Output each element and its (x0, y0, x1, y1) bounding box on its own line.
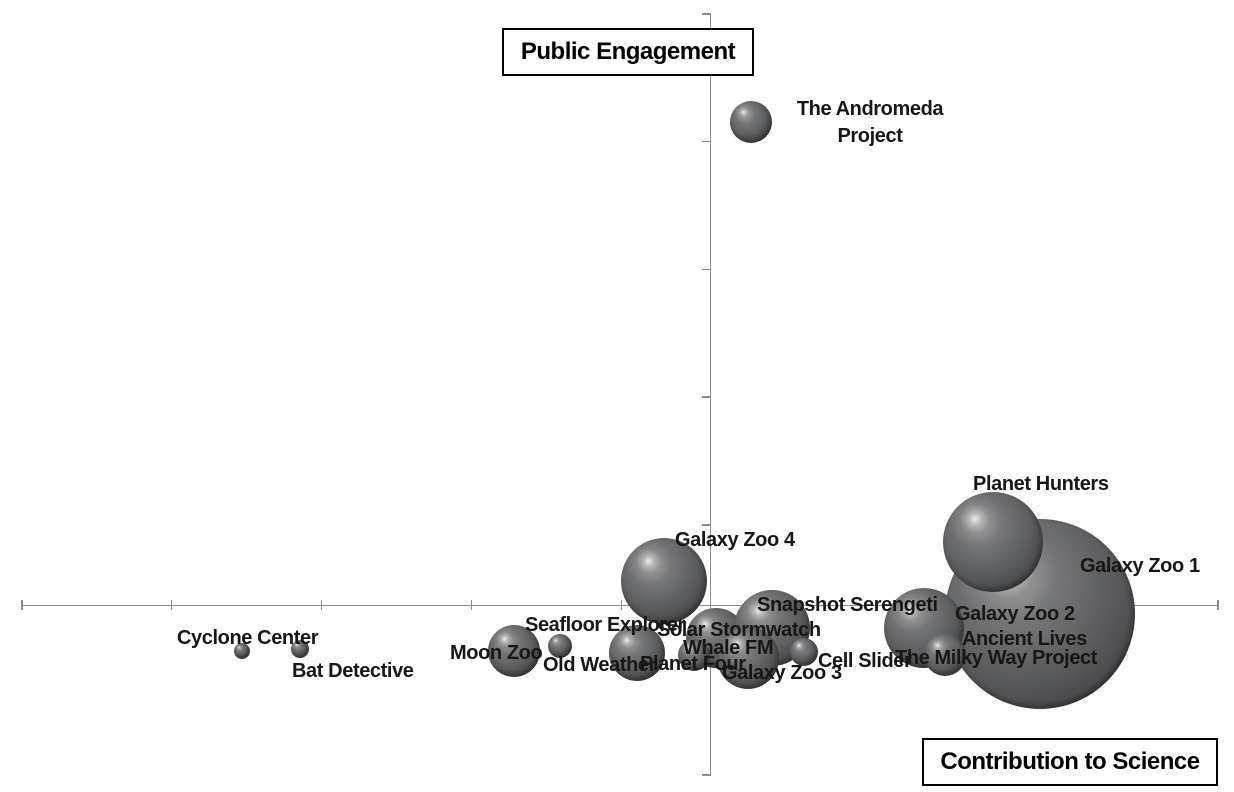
label-whale-fm: Whale FM (683, 637, 774, 659)
y-axis-tick (702, 774, 711, 776)
bubble-cell-slider (924, 634, 966, 676)
bubble-moon-zoo (488, 625, 540, 677)
bubble-planet-four (678, 639, 710, 671)
bubble-bat-detective (291, 640, 309, 658)
bubble-andromeda-project (730, 101, 772, 143)
x-axis-tick (1217, 600, 1219, 610)
label-cell-slider: Cell Slider (818, 650, 912, 672)
label-andromeda-project: The Andromeda Project (796, 98, 944, 147)
y-axis-title: Public Engagement (520, 38, 736, 65)
x-axis-tick (170, 600, 173, 610)
bubble-galaxy-zoo-3 (717, 627, 779, 689)
label-cyclone-center: Cyclone Center (177, 627, 319, 649)
label-galaxy-zoo-3: Galaxy Zoo 3 (722, 662, 842, 684)
x-axis-tick (620, 600, 623, 610)
y-axis-line (709, 14, 711, 775)
x-axis-tick (320, 600, 323, 610)
label-seafloor-explorer: Seafloor Explorer (525, 614, 685, 636)
y-axis-title-box: Public Engagement (502, 28, 754, 76)
x-axis-tick (470, 600, 473, 610)
x-axis-title: Contribution to Science (940, 748, 1200, 775)
bubble-whale-fm (790, 638, 818, 666)
label-galaxy-zoo-4: Galaxy Zoo 4 (675, 529, 795, 551)
label-bat-detective: Bat Detective (292, 660, 414, 682)
label-galaxy-zoo-1: Galaxy Zoo 1 (1080, 555, 1200, 577)
bubble-old-weather (548, 634, 572, 658)
label-galaxy-zoo-2: Galaxy Zoo 2 (955, 603, 1075, 625)
y-axis-tick (702, 140, 711, 143)
label-solar-stormwatch: Solar Stormwatch (657, 619, 821, 641)
x-axis-title-box: Contribution to Science (922, 738, 1218, 786)
bubble-cyclone-center (234, 643, 250, 659)
y-axis-tick (702, 268, 711, 271)
label-planet-four: Planet Four (640, 653, 746, 675)
bubble-seafloor-explorer (609, 625, 665, 681)
y-axis-tick (702, 13, 711, 15)
label-moon-zoo: Moon Zoo (450, 642, 543, 664)
x-axis-tick (21, 600, 23, 610)
label-milky-way-project: The Milky Way Project (895, 647, 1098, 669)
x-axis-line (22, 604, 1218, 606)
label-snapshot-serengeti: Snapshot Serengeti (757, 594, 938, 616)
label-planet-hunters: Planet Hunters (973, 473, 1109, 495)
label-old-weather: Old Weather (543, 654, 657, 676)
y-axis-tick (702, 524, 711, 526)
bubble-galaxy-zoo-4 (621, 538, 707, 624)
label-ancient-lives: Ancient Lives (962, 628, 1087, 650)
bubble-planet-hunters (943, 492, 1043, 592)
y-axis-tick (702, 396, 711, 398)
